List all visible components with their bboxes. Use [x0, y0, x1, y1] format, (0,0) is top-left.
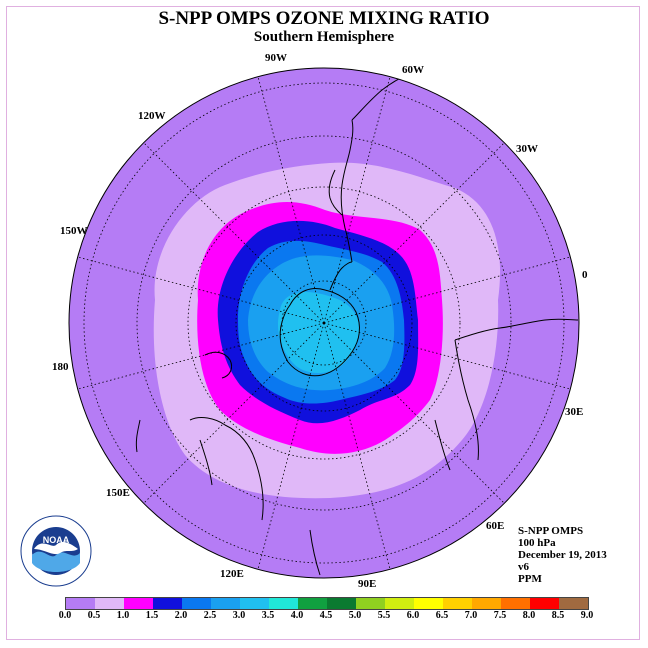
- colorbar-swatch: [182, 598, 211, 609]
- colorbar-swatch: [356, 598, 385, 609]
- lon-label-0: 0: [582, 269, 588, 281]
- info-date: December 19, 2013: [518, 549, 607, 561]
- colorbar-tick-label: 6.5: [435, 610, 449, 621]
- longitude-labels: 90W 60W 30W 0 30E 60E 90E 120E 150E 180 …: [52, 52, 588, 590]
- colorbar-tick-label: 0.0: [58, 610, 72, 621]
- colorbar-tick-label: 7.0: [464, 610, 478, 621]
- colorbar-tick-label: 3.0: [232, 610, 246, 621]
- colorbar-tick-label: 7.5: [493, 610, 507, 621]
- map-subtitle: Southern Hemisphere: [253, 29, 395, 45]
- colorbar-tick-label: 4.0: [290, 610, 304, 621]
- colorbar-swatch: [124, 598, 153, 609]
- lon-label-120w: 120W: [138, 110, 166, 122]
- lon-label-150w: 150W: [60, 225, 88, 237]
- map-title: S-NPP OMPS OZONE MIXING RATIO: [158, 8, 490, 29]
- colorbar-swatch: [211, 598, 240, 609]
- colorbar-tick-label: 8.5: [551, 610, 565, 621]
- lon-label-150e: 150E: [106, 487, 130, 499]
- colorbar-swatch: [443, 598, 472, 609]
- colorbar-tick-label: 2.0: [174, 610, 188, 621]
- colorbar: [65, 597, 589, 610]
- colorbar-tick-label: 9.0: [580, 610, 594, 621]
- colorbar-swatch: [66, 598, 95, 609]
- colorbar-swatch: [95, 598, 124, 609]
- colorbar-swatch: [269, 598, 298, 609]
- colorbar-tick-label: 4.5: [319, 610, 333, 621]
- meridian-line: [323, 142, 505, 324]
- meridian-line: [323, 322, 391, 570]
- lon-label-120e: 120E: [220, 568, 244, 580]
- info-panel: S-NPP OMPS 100 hPa December 19, 2013 v6 …: [518, 525, 607, 585]
- colorbar-swatch: [530, 598, 559, 609]
- meridian-line: [77, 256, 325, 324]
- meridian-line: [323, 322, 571, 390]
- info-level: 100 hPa: [518, 537, 556, 549]
- lon-label-60e: 60E: [486, 520, 504, 532]
- meridian-line: [77, 322, 325, 390]
- lon-label-30e: 30E: [565, 406, 583, 418]
- colorbar-tick-label: 6.0: [406, 610, 420, 621]
- colorbar-swatch: [153, 598, 182, 609]
- colorbar-tick-label: 3.5: [261, 610, 275, 621]
- meridian-line: [323, 76, 391, 324]
- meridian-line: [143, 142, 325, 324]
- colorbar-tick-label: 5.0: [348, 610, 362, 621]
- colorbar-tick-label: 8.0: [522, 610, 536, 621]
- meridian-line: [323, 322, 505, 504]
- colorbar-swatch: [501, 598, 530, 609]
- field-3.0-3.5: [278, 292, 360, 374]
- meridian-line: [323, 256, 571, 324]
- noaa-logo: NOAA: [20, 515, 92, 587]
- meridian-line: [257, 76, 325, 324]
- colorbar-swatch: [240, 598, 269, 609]
- colorbar-ticks: 0.0 0.5 1.0 1.5 2.0 2.5 3.0 3.5 4.0 4.5 5.0 5.5 6.0 6…: [50, 610, 610, 624]
- colorbar-swatch: [327, 598, 356, 609]
- svg-text:NOAA: NOAA: [43, 535, 70, 545]
- lon-label-30w: 30W: [516, 143, 538, 155]
- graticule: [83, 82, 565, 564]
- lon-label-60w: 60W: [402, 64, 424, 76]
- colorbar-swatch: [472, 598, 501, 609]
- info-version: v6: [518, 561, 529, 573]
- info-units: PPM: [518, 573, 542, 585]
- figure-frame: [6, 6, 640, 640]
- colorbar-swatch: [559, 598, 588, 609]
- lon-label-90w: 90W: [265, 52, 287, 64]
- colorbar-tick-label: 5.5: [377, 610, 391, 621]
- meridian-line: [257, 322, 325, 570]
- colorbar-swatch: [414, 598, 443, 609]
- colorbar-tick-label: 1.0: [116, 610, 130, 621]
- lon-label-180: 180: [52, 361, 69, 373]
- colorbar-tick-label: 0.5: [87, 610, 101, 621]
- meridians: [77, 76, 571, 570]
- map-boundary: [68, 67, 580, 579]
- coastlines: [135, 69, 579, 576]
- meridian-line: [143, 322, 325, 504]
- lon-label-90e: 90E: [358, 578, 376, 590]
- colorbar-swatch: [298, 598, 327, 609]
- colorbar-tick-label: 2.5: [203, 610, 217, 621]
- info-instrument: S-NPP OMPS: [518, 525, 584, 537]
- colorbar-tick-label: 1.5: [145, 610, 159, 621]
- colorbar-swatch: [385, 598, 414, 609]
